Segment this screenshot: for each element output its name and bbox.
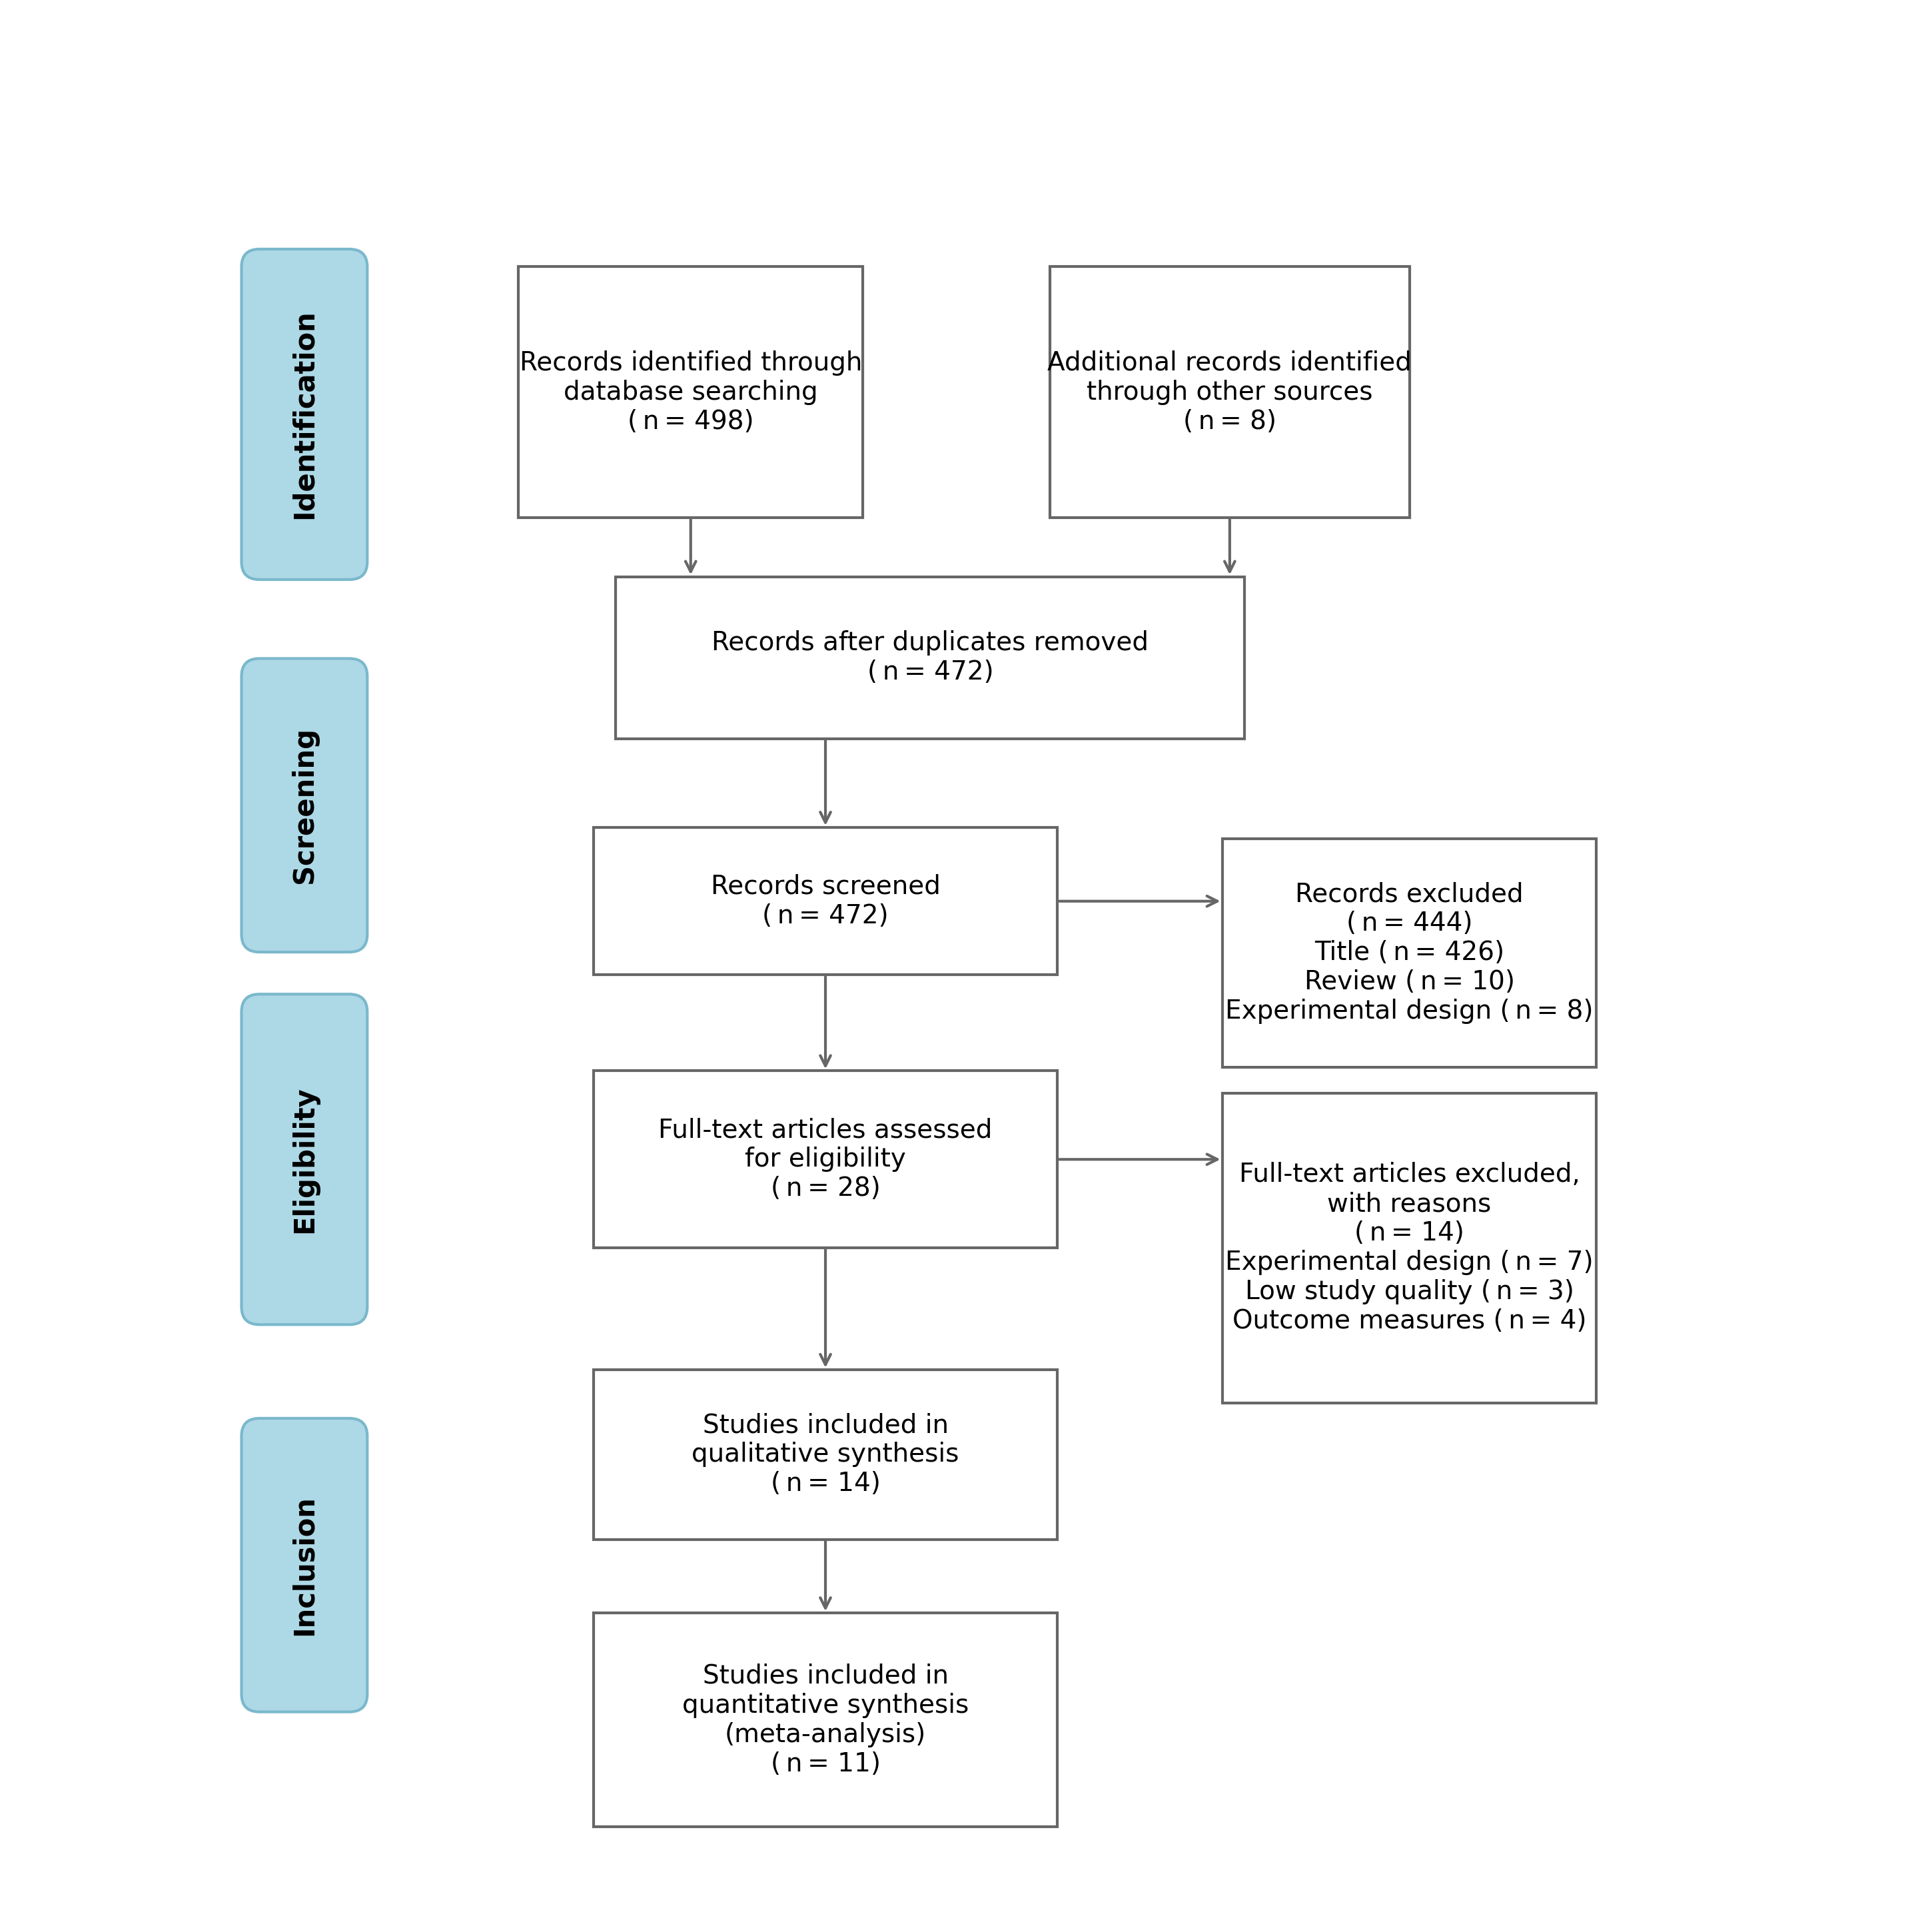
FancyBboxPatch shape — [518, 266, 864, 517]
FancyBboxPatch shape — [1223, 1092, 1596, 1403]
FancyBboxPatch shape — [242, 1418, 367, 1711]
Text: Studies included in
quantitative synthesis
(meta-analysis)
( n = 11): Studies included in quantitative synthes… — [682, 1663, 968, 1776]
FancyBboxPatch shape — [1051, 266, 1410, 517]
FancyBboxPatch shape — [242, 249, 367, 579]
Text: Full-text articles excluded,
with reasons
( n = 14)
Experimental design ( n = 7): Full-text articles excluded, with reason… — [1225, 1161, 1594, 1334]
Text: Additional records identified
through other sources
( n = 8): Additional records identified through ot… — [1047, 351, 1412, 435]
Text: Studies included in
qualitative synthesis
( n = 14): Studies included in qualitative synthesi… — [692, 1412, 958, 1496]
Text: Full-text articles assessed
for eligibility
( n = 28): Full-text articles assessed for eligibil… — [659, 1117, 993, 1201]
FancyBboxPatch shape — [242, 994, 367, 1324]
FancyBboxPatch shape — [593, 1370, 1057, 1539]
FancyBboxPatch shape — [1223, 839, 1596, 1067]
Text: Identification: Identification — [290, 310, 319, 519]
FancyBboxPatch shape — [242, 659, 367, 952]
Text: Records screened
( n = 472): Records screened ( n = 472) — [711, 874, 941, 929]
FancyBboxPatch shape — [616, 577, 1244, 740]
FancyBboxPatch shape — [593, 1613, 1057, 1828]
Text: Records identified through
database searching
( n = 498): Records identified through database sear… — [520, 351, 862, 435]
Text: Eligibility: Eligibility — [290, 1086, 319, 1232]
Text: Screening: Screening — [290, 726, 319, 883]
FancyBboxPatch shape — [593, 1071, 1057, 1247]
FancyBboxPatch shape — [593, 828, 1057, 975]
Text: Records excluded
( n = 444)
Title ( n = 426)
Review ( n = 10)
Experimental desig: Records excluded ( n = 444) Title ( n = … — [1225, 881, 1594, 1025]
Text: Inclusion: Inclusion — [290, 1494, 319, 1636]
Text: Records after duplicates removed
( n = 472): Records after duplicates removed ( n = 4… — [711, 630, 1150, 686]
